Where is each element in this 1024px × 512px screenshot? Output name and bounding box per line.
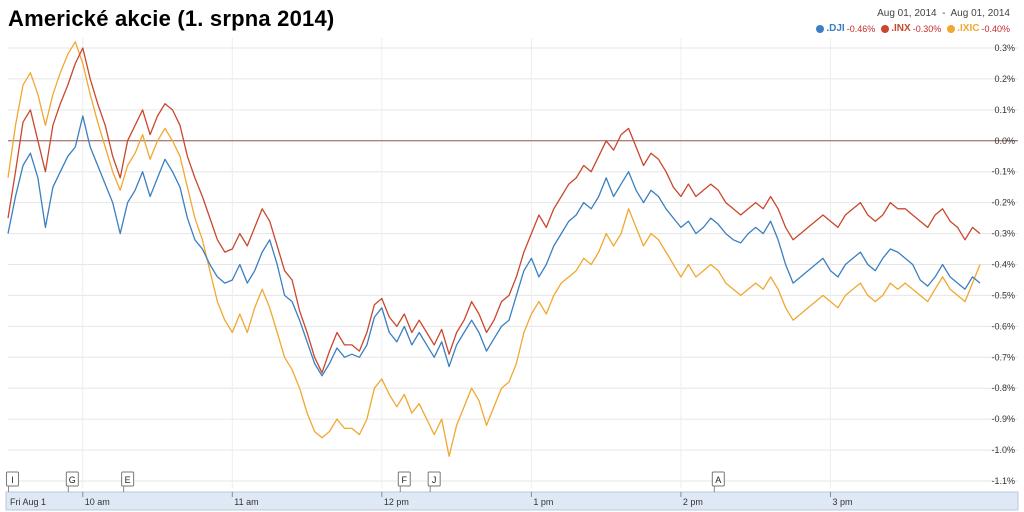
legend-item-ixic[interactable]: .IXIC -0.40% xyxy=(947,23,1010,34)
news-flag-g[interactable] xyxy=(65,471,79,487)
x-tick-label: 2 pm xyxy=(683,497,703,507)
y-tick-label: -1.1% xyxy=(991,476,1015,486)
legend-dot-dji xyxy=(816,24,825,33)
legend-dot-ixic xyxy=(947,24,956,33)
legend-change-ixic: -0.40% xyxy=(981,23,1010,34)
x-tick-label: 3 pm xyxy=(832,497,852,507)
y-axis-ticks: 0.3% 0.2% 0.1% 0.0% -0.1% -0.2% -0.3% -0.4% -0.5… xyxy=(991,43,1015,486)
legend-change-dji: -0.46% xyxy=(846,23,876,34)
legend-item-inx[interactable]: .INX -0.30% xyxy=(881,23,941,34)
y-tick-label: -0.8% xyxy=(991,383,1015,393)
y-tick-label: 0.2% xyxy=(994,74,1015,84)
date-range[interactable]: Aug 01, 2014 - Aug 01, 2014 xyxy=(877,8,1010,19)
series-line-ixic xyxy=(7,41,981,457)
series-layer xyxy=(7,41,981,457)
y-tick-label: 0.1% xyxy=(994,105,1015,115)
news-flag-a[interactable] xyxy=(711,471,725,487)
y-tick-label: 0.0% xyxy=(994,136,1015,146)
y-tick-label: -0.5% xyxy=(991,290,1015,300)
news-flag-label[interactable]: J xyxy=(432,475,437,485)
news-flag-i[interactable] xyxy=(5,471,19,487)
news-flag-j[interactable] xyxy=(427,471,441,487)
x-tick-label: Fri Aug 1 xyxy=(10,497,46,507)
x-tick-label: 1 pm xyxy=(533,497,553,507)
news-flag-label[interactable]: I xyxy=(11,475,14,485)
news-flag-f[interactable] xyxy=(397,471,411,487)
series-line-dji xyxy=(7,115,981,377)
chart-title: Americké akcie (1. srpna 2014) xyxy=(8,6,335,31)
y-tick-label: -1.0% xyxy=(991,445,1015,455)
x-tick-label: 12 pm xyxy=(384,497,409,507)
news-flag-label[interactable]: F xyxy=(402,475,408,485)
x-tick-label: 10 am xyxy=(85,497,110,507)
grid-layer xyxy=(8,38,1018,488)
x-axis-bar[interactable] xyxy=(5,491,1019,511)
y-tick-label: -0.6% xyxy=(991,321,1015,331)
y-tick-label: -0.4% xyxy=(991,260,1015,270)
news-flag-label[interactable]: G xyxy=(69,475,76,485)
x-axis: Fri Aug 1 10 am 11 am 12 pm 1 pm 2 pm 3 pm xyxy=(5,491,1019,511)
legend-name-inx: .INX xyxy=(891,23,911,34)
x-tick-label: 11 am xyxy=(234,497,258,507)
y-tick-label: 0.3% xyxy=(994,43,1015,53)
y-tick-label: -0.9% xyxy=(991,414,1015,424)
news-flag-label[interactable]: E xyxy=(125,475,131,485)
series-line-inx xyxy=(7,47,981,374)
news-flag-label[interactable]: A xyxy=(715,475,721,485)
legend-dot-inx xyxy=(881,24,890,33)
legend-item-dji[interactable]: .DJI -0.46% xyxy=(816,23,875,34)
legend-change-inx: -0.30% xyxy=(912,23,942,34)
legend-name-ixic: .IXIC xyxy=(957,23,980,34)
y-tick-label: -0.3% xyxy=(991,229,1015,239)
y-tick-label: -0.2% xyxy=(991,198,1015,208)
legend: .DJI -0.46% .INX -0.30% .IXIC -0.40% xyxy=(816,23,1010,34)
legend-name-dji: .DJI xyxy=(826,23,845,34)
y-tick-label: -0.7% xyxy=(991,352,1015,362)
news-flag-e[interactable] xyxy=(121,471,135,487)
y-tick-label: -0.1% xyxy=(991,167,1015,177)
